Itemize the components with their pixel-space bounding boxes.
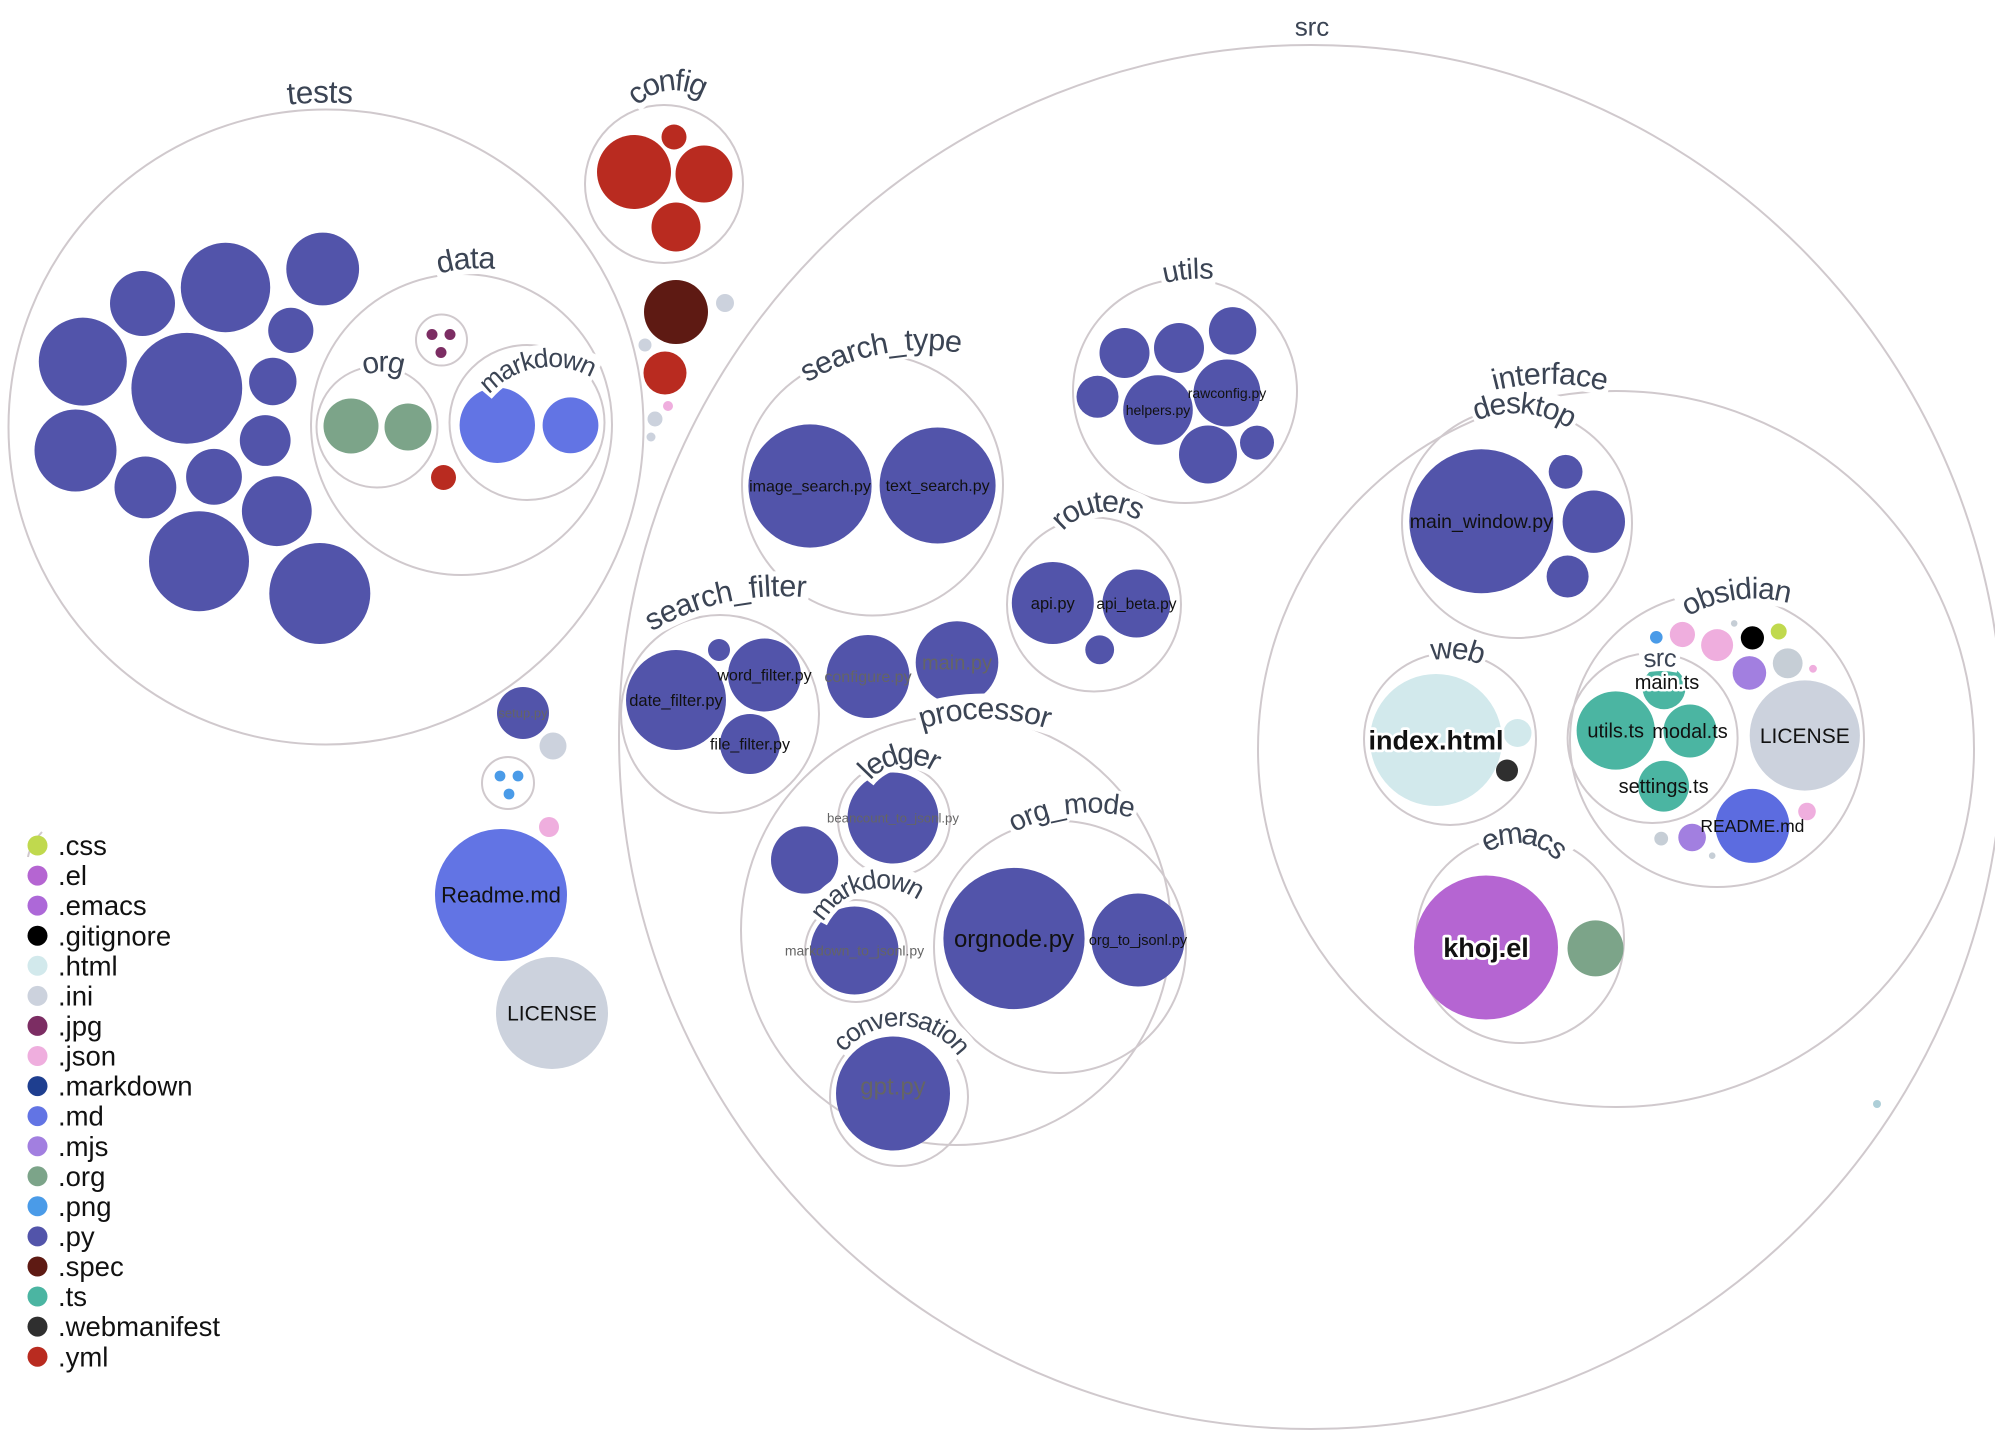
svg-text:rawconfig.py: rawconfig.py bbox=[1188, 385, 1267, 401]
svg-text:date_filter.py: date_filter.py bbox=[629, 692, 723, 710]
svg-text:helpers.py: helpers.py bbox=[1126, 402, 1191, 418]
svg-text:.emacs: .emacs bbox=[58, 890, 147, 921]
svg-text:tests: tests bbox=[285, 74, 354, 112]
svg-text:image_search.py: image_search.py bbox=[749, 479, 871, 496]
svg-text:.css: .css bbox=[58, 830, 107, 861]
svg-text:.md: .md bbox=[58, 1101, 104, 1132]
svg-text:settings.ts: settings.ts bbox=[1619, 776, 1709, 798]
svg-text:org: org bbox=[359, 345, 409, 381]
svg-text:.ini: .ini bbox=[58, 981, 93, 1012]
svg-text:utils: utils bbox=[1159, 253, 1214, 290]
svg-text:utils: utils bbox=[1159, 253, 1214, 290]
svg-text:.el: .el bbox=[58, 860, 87, 891]
svg-text:web: web bbox=[1428, 631, 1490, 670]
svg-text:.ts: .ts bbox=[58, 1281, 87, 1312]
svg-text:khoj.el: khoj.el bbox=[1443, 933, 1529, 963]
svg-text:.html: .html bbox=[58, 950, 118, 981]
svg-text:data: data bbox=[433, 241, 496, 280]
svg-text:text_search.py: text_search.py bbox=[886, 478, 990, 495]
svg-text:Readme.md: Readme.md bbox=[441, 883, 561, 908]
svg-text:tests: tests bbox=[285, 74, 354, 112]
svg-text:org: org bbox=[359, 345, 409, 381]
svg-text:orgnode.py: orgnode.py bbox=[954, 926, 1074, 953]
svg-text:.mjs: .mjs bbox=[58, 1131, 108, 1162]
svg-text:main.py: main.py bbox=[922, 653, 992, 675]
svg-text:.yml: .yml bbox=[58, 1341, 108, 1372]
svg-text:src: src bbox=[1642, 644, 1678, 674]
svg-text:main_window.py: main_window.py bbox=[1410, 511, 1553, 533]
svg-text:main.ts: main.ts bbox=[1635, 672, 1699, 694]
svg-text:api_beta.py: api_beta.py bbox=[1096, 596, 1176, 613]
svg-text:.png: .png bbox=[58, 1191, 112, 1222]
svg-text:index.html: index.html bbox=[1368, 725, 1503, 755]
svg-text:file_filter.py: file_filter.py bbox=[710, 737, 790, 754]
svg-text:.gitignore: .gitignore bbox=[58, 920, 171, 951]
svg-text:khoj.el: khoj.el bbox=[1443, 933, 1529, 963]
svg-text:gpt.py: gpt.py bbox=[860, 1073, 925, 1100]
svg-text:.webmanifest: .webmanifest bbox=[58, 1311, 220, 1342]
svg-text:org_to_jsonl.py: org_to_jsonl.py bbox=[1089, 933, 1188, 949]
svg-text:.org: .org bbox=[58, 1161, 105, 1192]
svg-text:.spec: .spec bbox=[58, 1251, 124, 1282]
svg-text:index.html: index.html bbox=[1368, 725, 1503, 755]
svg-text:.jpg: .jpg bbox=[58, 1011, 102, 1042]
svg-text:LICENSE: LICENSE bbox=[507, 1002, 597, 1025]
svg-text:src: src bbox=[1642, 644, 1678, 674]
svg-text:markdown_to_jsonl.py: markdown_to_jsonl.py bbox=[785, 942, 924, 958]
svg-text:src: src bbox=[1294, 12, 1329, 42]
svg-text:.py: .py bbox=[58, 1221, 95, 1252]
svg-text:api.py: api.py bbox=[1031, 595, 1076, 613]
svg-text:word_filter.py: word_filter.py bbox=[716, 668, 811, 685]
svg-text:modal.ts: modal.ts bbox=[1652, 721, 1728, 743]
svg-text:utils.ts: utils.ts bbox=[1587, 721, 1644, 743]
svg-text:src: src bbox=[1294, 12, 1329, 42]
svg-text:.json: .json bbox=[58, 1041, 116, 1072]
svg-text:LICENSE: LICENSE bbox=[1760, 725, 1850, 748]
svg-text:main.ts: main.ts bbox=[1635, 672, 1699, 694]
svg-text:.markdown: .markdown bbox=[58, 1071, 193, 1102]
svg-text:beancount_to_jsonl.py: beancount_to_jsonl.py bbox=[827, 811, 959, 826]
svg-text:configure.py: configure.py bbox=[824, 669, 911, 686]
svg-text:README.md: README.md bbox=[1700, 816, 1804, 836]
svg-text:data: data bbox=[433, 241, 496, 280]
svg-text:setup.py: setup.py bbox=[498, 706, 548, 721]
